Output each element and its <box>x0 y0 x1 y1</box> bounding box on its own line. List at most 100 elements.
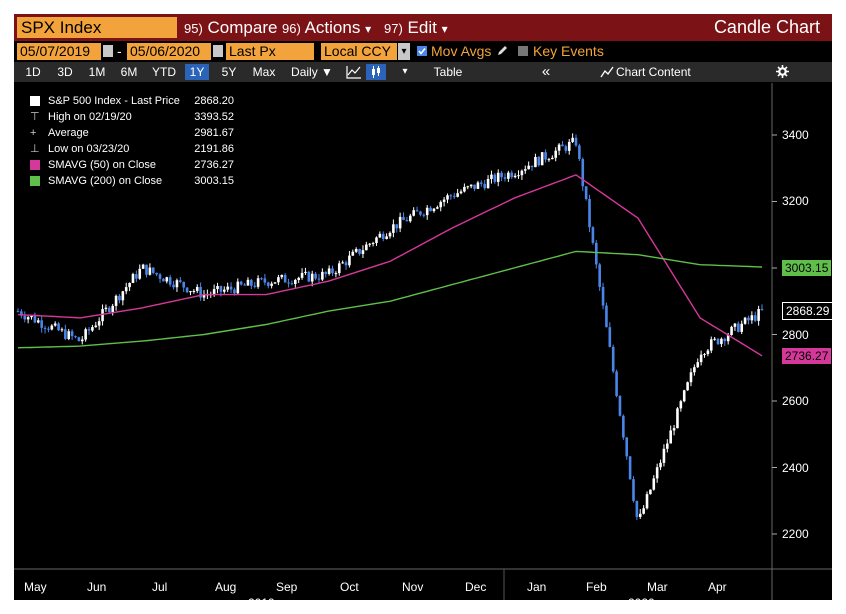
sma200-line <box>17 250 763 349</box>
pencil-icon[interactable] <box>497 45 508 56</box>
gear-icon[interactable] <box>776 65 789 78</box>
compare-menu-label: Compare <box>207 18 278 37</box>
y-tick-label: 3200 <box>782 194 809 208</box>
candle-body <box>449 195 453 197</box>
chart-style-dropdown-icon[interactable]: ▾ <box>402 66 408 77</box>
candle-body <box>419 211 422 215</box>
range-6m[interactable]: 6M <box>120 65 138 79</box>
candle-body <box>672 428 676 431</box>
end-date-field[interactable]: 05/06/2020 <box>127 43 211 60</box>
legend-value: 2191.86 <box>194 143 234 155</box>
candle-body <box>158 274 162 279</box>
range-ytd[interactable]: YTD <box>152 65 176 79</box>
candle-body <box>743 317 747 324</box>
chart-content-button[interactable]: Chart Content <box>616 65 691 79</box>
x-month-label: Dec <box>465 580 487 594</box>
mov-avgs-label[interactable]: Mov Avgs <box>431 43 492 59</box>
price-chart[interactable]: S&P 500 Index - Last Price 2868.20 ⊤ Hig… <box>14 83 834 610</box>
range-5y[interactable]: 5Y <box>221 65 237 79</box>
start-calendar-icon[interactable] <box>103 45 113 57</box>
candle-body <box>297 277 300 280</box>
actions-menu[interactable]: 96) Actions ▾ <box>282 17 371 38</box>
x-month-label: Mar <box>647 580 668 594</box>
candle-body <box>290 283 294 285</box>
candle-body <box>87 329 91 331</box>
compare-menu[interactable]: 95) Compare <box>184 17 277 38</box>
chart-plot <box>14 83 832 600</box>
candle-body <box>408 215 412 222</box>
candle-body <box>321 271 324 280</box>
start-date-field[interactable]: 05/07/2019 <box>17 43 101 60</box>
y-tick-label: 2600 <box>782 394 809 408</box>
candle-body <box>436 207 439 209</box>
candle-body <box>713 338 716 340</box>
legend-row-sma200: SMAVG (200) on Close 3003.15 <box>24 173 238 189</box>
candle-body <box>480 182 483 184</box>
currency-dropdown-icon[interactable]: ▾ <box>398 43 410 60</box>
key-events-label[interactable]: Key Events <box>533 43 604 59</box>
edit-caret-icon: ▾ <box>441 22 448 36</box>
candle-body <box>513 175 517 178</box>
range-1d[interactable]: 1D <box>25 65 41 79</box>
candle-body <box>314 273 317 279</box>
candle-body <box>277 277 280 283</box>
key-events-checkbox-icon[interactable] <box>518 46 528 56</box>
bloomberg-window: SPX Index 95) Compare 96) Actions ▾ 97) … <box>14 14 834 610</box>
x-month-label: Aug <box>215 580 237 594</box>
candle-body <box>304 271 307 273</box>
candle-body <box>510 172 514 178</box>
candle-body <box>537 156 541 166</box>
candle-body <box>84 329 87 340</box>
collapse-icon[interactable]: « <box>541 63 551 80</box>
ticker-field[interactable]: SPX Index <box>17 17 177 38</box>
table-button[interactable]: Table <box>433 65 463 79</box>
line-chart-icon[interactable] <box>346 65 362 79</box>
candle-body <box>354 248 358 252</box>
candle-body <box>588 198 591 228</box>
candle-body <box>283 274 287 283</box>
range-max[interactable]: Max <box>252 65 276 79</box>
candle-body <box>260 278 263 280</box>
candle-body <box>608 327 612 347</box>
range-3d[interactable]: 3D <box>57 65 73 79</box>
candle-body <box>108 307 111 313</box>
candle-body <box>77 337 81 342</box>
currency-select[interactable]: Local CCY <box>321 43 397 60</box>
candle-body <box>334 273 338 275</box>
candle-body <box>689 372 693 383</box>
range-1m[interactable]: 1M <box>88 65 106 79</box>
candle-body <box>60 329 64 331</box>
candle-body <box>263 278 267 283</box>
candle-body <box>368 243 372 245</box>
candle-body <box>57 323 60 331</box>
compare-menu-number: 95) <box>184 21 203 36</box>
frequency-select[interactable]: Daily ▼ <box>291 65 333 79</box>
candle-body <box>266 282 270 286</box>
candle-body <box>530 165 534 168</box>
candle-body <box>341 262 344 264</box>
candle-body <box>649 489 652 495</box>
candle-body <box>412 210 415 216</box>
candle-body <box>128 282 131 288</box>
candle-body <box>104 307 108 310</box>
candle-body <box>53 323 57 326</box>
candle-body <box>652 478 656 490</box>
candle-body <box>74 336 77 338</box>
edit-menu[interactable]: 97) Edit ▾ <box>384 17 448 38</box>
candle-body <box>703 354 706 356</box>
end-calendar-icon[interactable] <box>213 45 223 57</box>
candle-chart-icon[interactable] <box>366 64 386 80</box>
legend-name: High on 02/19/20 <box>48 111 132 123</box>
candle-body <box>36 320 40 323</box>
range-1y[interactable]: 1Y <box>185 64 209 80</box>
candle-body <box>40 320 43 328</box>
mov-avgs-checkbox-icon[interactable] <box>417 46 427 56</box>
actions-menu-number: 96) <box>282 21 301 36</box>
price-field-select[interactable]: Last Px <box>226 43 314 60</box>
candle-body <box>571 137 574 142</box>
candle-body <box>483 183 486 189</box>
candle-body <box>591 227 595 243</box>
candle-body <box>16 311 20 313</box>
candle-body <box>101 309 104 322</box>
y-tick-label: 2800 <box>782 328 809 342</box>
